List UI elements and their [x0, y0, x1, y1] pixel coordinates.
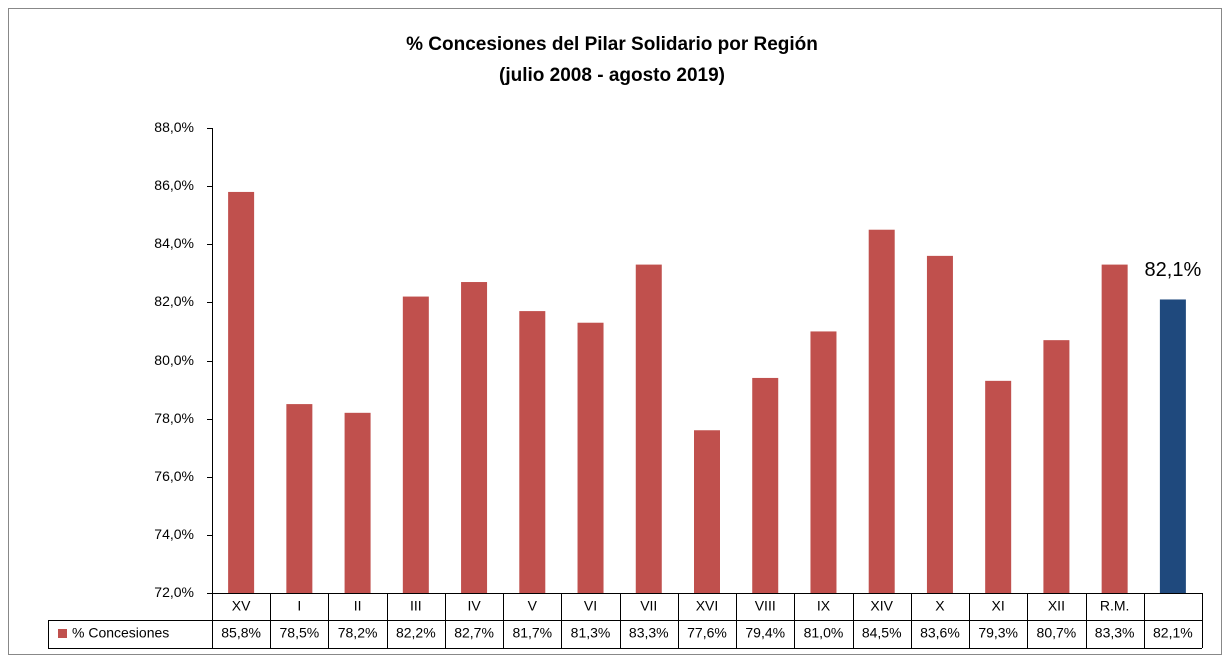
table-value: 77,6%	[687, 625, 727, 641]
chart-border	[8, 8, 1222, 655]
bar	[228, 191, 255, 593]
bar	[810, 331, 837, 593]
y-tick-label: 88,0%	[154, 119, 194, 135]
y-tick-label: 76,0%	[154, 468, 194, 484]
bar	[635, 264, 662, 593]
bar	[402, 296, 429, 593]
bar	[694, 430, 720, 593]
x-tick-label: VI	[584, 598, 597, 614]
y-tick-label: 72,0%	[154, 584, 194, 600]
data-label: 82,1%	[1145, 259, 1202, 281]
y-tick-label: 78,0%	[154, 410, 194, 426]
bar	[1043, 340, 1070, 593]
bar	[985, 380, 1012, 593]
table-value: 83,3%	[1095, 625, 1135, 641]
bar	[1159, 299, 1186, 593]
bar	[286, 404, 313, 593]
x-tick-label: VIII	[755, 598, 776, 614]
bar	[868, 229, 895, 593]
x-tick-label: XII	[1048, 598, 1065, 614]
x-tick-label: R.M.	[1100, 598, 1130, 614]
x-tick-label: IX	[817, 598, 831, 614]
x-tick-label: XV	[232, 598, 251, 614]
x-tick-label: X	[935, 598, 945, 614]
bar	[344, 412, 371, 593]
x-tick-label: IV	[467, 598, 481, 614]
bar	[461, 282, 488, 593]
table-value: 82,1%	[1153, 625, 1193, 641]
table-value: 85,8%	[221, 625, 261, 641]
x-tick-label: XIV	[870, 598, 893, 614]
table-value: 81,0%	[804, 625, 844, 641]
x-tick-label: II	[354, 598, 362, 614]
y-tick-label: 80,0%	[154, 352, 194, 368]
bar	[752, 377, 779, 593]
bar	[577, 322, 604, 593]
table-value: 82,7%	[454, 625, 494, 641]
table-value: 79,3%	[978, 625, 1018, 641]
legend-label: % Concesiones	[72, 625, 169, 641]
table-value: 83,3%	[629, 625, 669, 641]
bar	[519, 311, 546, 593]
chart-subtitle: (julio 2008 - agosto 2019)	[499, 65, 725, 86]
chart-title: % Concesiones del Pilar Solidario por Re…	[406, 34, 818, 55]
y-tick-label: 84,0%	[154, 235, 194, 251]
bar	[926, 255, 953, 593]
x-tick-label: XI	[992, 598, 1005, 614]
x-tick-label: VII	[640, 598, 657, 614]
x-tick-label: V	[528, 598, 538, 614]
table-value: 81,7%	[512, 625, 552, 641]
x-tick-label: XVI	[696, 598, 719, 614]
x-tick-label: III	[410, 598, 422, 614]
table-value: 80,7%	[1037, 625, 1077, 641]
y-tick-label: 86,0%	[154, 177, 194, 193]
table-value: 83,6%	[920, 625, 960, 641]
table-value: 79,4%	[745, 625, 785, 641]
table-value: 78,5%	[280, 625, 320, 641]
bar	[1101, 264, 1128, 593]
y-tick-label: 74,0%	[154, 526, 194, 542]
legend-swatch	[58, 629, 67, 638]
table-value: 82,2%	[396, 625, 436, 641]
y-tick-label: 82,0%	[154, 293, 194, 309]
table-value: 84,5%	[862, 625, 902, 641]
table-value: 78,2%	[338, 625, 378, 641]
x-tick-label: I	[297, 598, 301, 614]
table-value: 81,3%	[571, 625, 611, 641]
